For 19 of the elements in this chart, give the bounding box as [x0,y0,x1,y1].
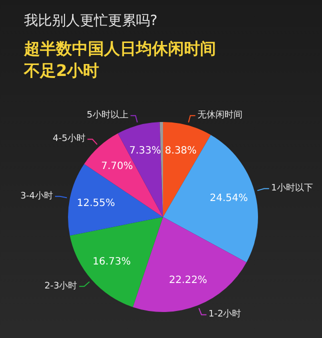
slice-label: 2-3小时 [44,280,78,292]
chart-subtitle: 超半数中国人日均休闲时间不足2小时 [24,38,217,82]
data-label: 7.33% [129,145,161,156]
slice-label: 无休闲时间 [197,110,242,121]
data-label: 22.22% [168,275,208,286]
data-label: 7.70% [101,160,133,172]
slice-label: 4-5小时 [52,133,86,144]
chart-title: 我比别人更忙更累吗? [24,12,158,30]
data-label: 24.54% [210,193,248,204]
slice-label: 1小时以下 [271,182,313,194]
pie-slice [163,134,258,262]
data-label: 12.55% [76,198,115,210]
pie-slice [163,122,211,217]
pie-slice [70,217,163,308]
slice-label: 5小时以上 [86,110,129,121]
slice-label: 3-4小时 [20,190,54,202]
slice-label: 1-2小时 [208,308,242,320]
data-label: 8.38% [164,145,197,156]
data-label: 16.73% [92,256,131,268]
